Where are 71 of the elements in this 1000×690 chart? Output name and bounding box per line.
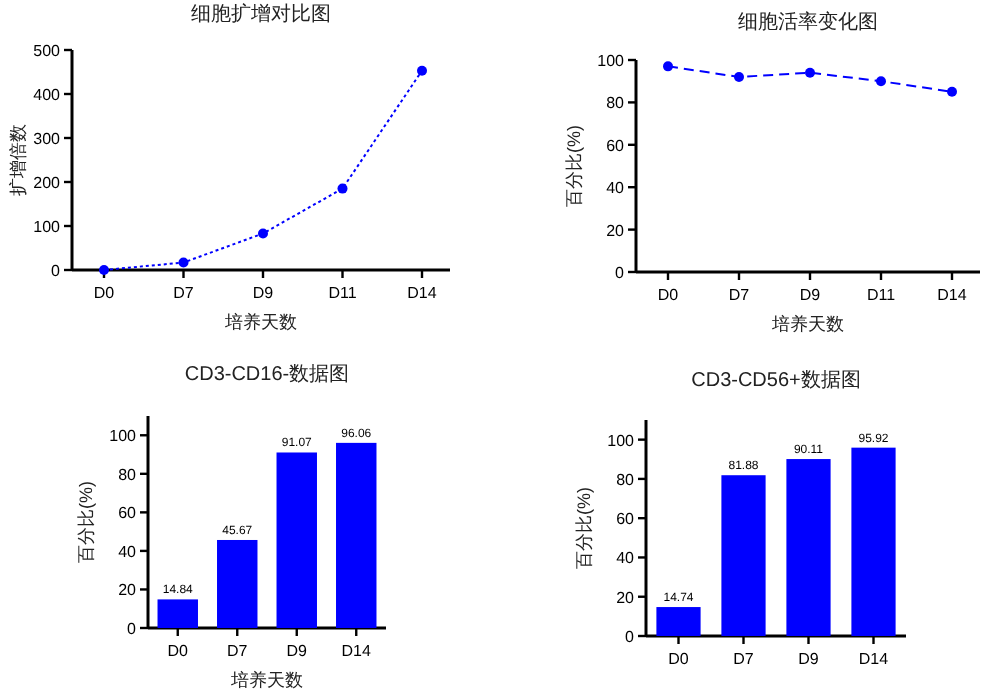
bar xyxy=(721,475,766,636)
bar xyxy=(157,599,198,628)
y-tick-label: 0 xyxy=(127,620,138,638)
x-tick-label: D7 xyxy=(173,284,195,302)
chart-title: 细胞扩增对比图 xyxy=(191,2,331,26)
chart-title: 细胞活率变化图 xyxy=(738,10,878,34)
point xyxy=(178,257,189,268)
y-tick-label: 300 xyxy=(33,130,62,148)
bar xyxy=(336,442,377,628)
point xyxy=(337,183,348,194)
chart-title: CD3-CD16-数据图 xyxy=(184,362,350,386)
x-tick-label: D7 xyxy=(728,286,751,304)
y-axis-title: 百分比(%) xyxy=(574,487,594,569)
x-tick-label: D14 xyxy=(937,286,968,304)
point xyxy=(947,86,957,97)
point xyxy=(805,67,815,78)
bar xyxy=(217,539,258,628)
x-tick-label: D9 xyxy=(286,642,309,660)
y-tick-label: 80 xyxy=(118,465,138,484)
point xyxy=(876,76,886,87)
x-tick-label: D0 xyxy=(668,650,690,668)
point xyxy=(258,228,268,239)
x-tick-label: D14 xyxy=(341,642,373,660)
y-tick-label: 20 xyxy=(606,221,626,240)
x-tick-label: D0 xyxy=(93,284,116,302)
bar xyxy=(656,607,701,636)
y-axis-title: 百分比(%) xyxy=(76,481,96,563)
point xyxy=(663,61,673,72)
y-tick-label: 80 xyxy=(606,94,626,113)
x-axis-title: 培养天数 xyxy=(770,314,844,334)
point xyxy=(99,265,109,275)
y-tick-label: 100 xyxy=(33,218,62,236)
x-tick-label: D14 xyxy=(407,284,438,302)
y-tick-label: 20 xyxy=(118,581,138,600)
y-tick-label: 60 xyxy=(118,504,138,523)
x-tick-label: D11 xyxy=(866,286,897,304)
y-tick-label: 40 xyxy=(606,179,626,198)
point xyxy=(417,65,427,76)
x-tick-label: D0 xyxy=(167,642,190,660)
y-tick-label: 100 xyxy=(607,431,636,450)
y-axis-title: 百分比(%) xyxy=(564,125,584,207)
point xyxy=(734,71,744,82)
y-tick-label: 20 xyxy=(616,588,636,607)
chart-title: CD3-CD56+数据图 xyxy=(691,368,861,392)
x-axis-title: 培养天数 xyxy=(229,670,303,690)
x-tick-label: D9 xyxy=(798,650,820,668)
x-tick-label: D9 xyxy=(799,286,822,304)
y-tick-label: 0 xyxy=(615,264,626,282)
y-tick-label: 0 xyxy=(625,628,636,646)
y-axis-title: 扩增倍数 xyxy=(8,124,28,196)
y-tick-label: 400 xyxy=(33,86,62,104)
y-tick-label: 40 xyxy=(118,542,138,561)
bar xyxy=(786,459,831,636)
x-tick-label: D14 xyxy=(858,650,890,668)
y-tick-label: 60 xyxy=(606,136,626,155)
x-tick-label: D9 xyxy=(252,284,275,302)
x-tick-label: D11 xyxy=(328,284,358,302)
y-tick-label: 100 xyxy=(109,427,138,446)
y-tick-label: 200 xyxy=(33,174,62,192)
y-tick-label: 500 xyxy=(33,42,62,60)
x-axis-title: 培养天数 xyxy=(223,312,297,332)
y-tick-label: 40 xyxy=(616,549,636,568)
y-tick-label: 0 xyxy=(51,262,62,280)
x-tick-label: D7 xyxy=(733,650,755,668)
y-tick-label: 100 xyxy=(597,52,626,70)
y-tick-label: 80 xyxy=(616,470,636,489)
x-tick-label: D0 xyxy=(657,286,680,304)
bar xyxy=(851,447,896,636)
bar xyxy=(276,452,317,628)
y-tick-label: 60 xyxy=(616,510,636,529)
x-tick-label: D7 xyxy=(227,642,249,660)
